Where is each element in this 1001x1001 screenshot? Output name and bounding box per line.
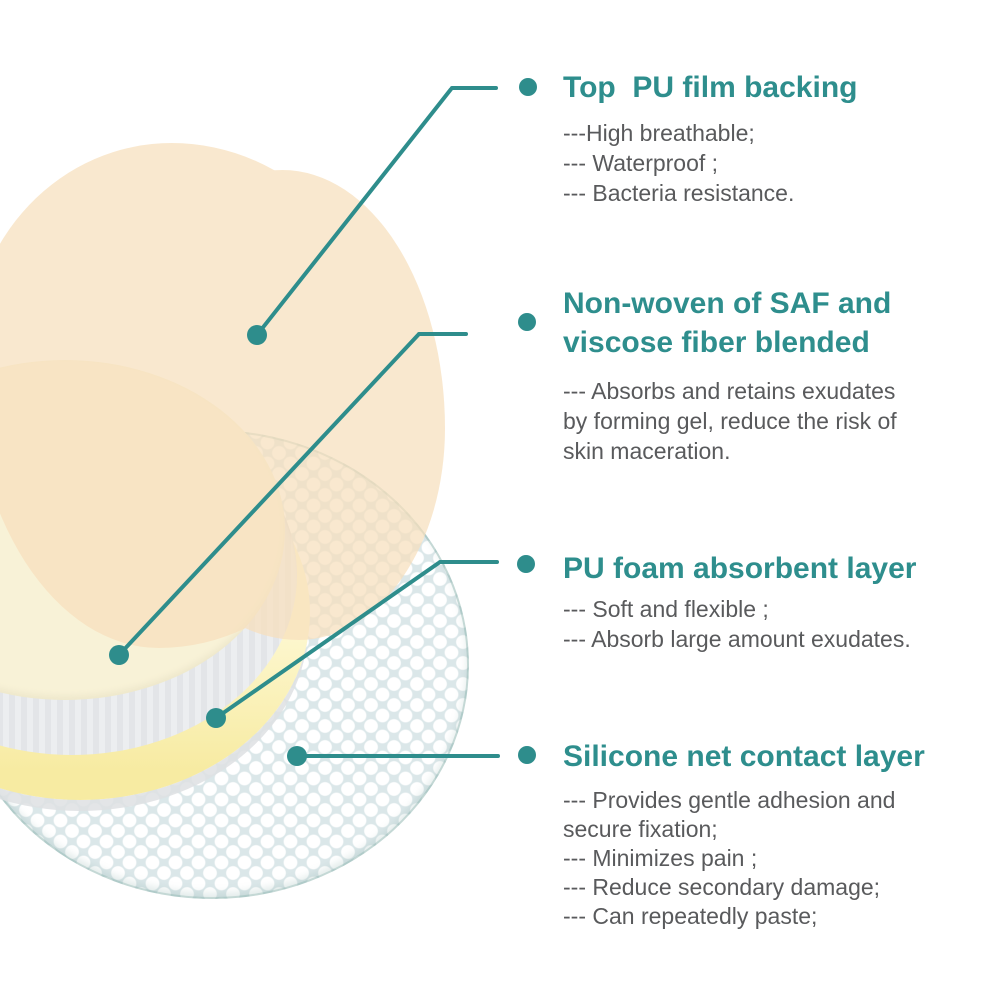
section-pu-film: Top PU film backing ---High breathable; …	[563, 68, 995, 208]
bullet-dot-net	[518, 746, 536, 764]
leader-line-foam-horizontal	[438, 560, 499, 564]
section-heading-pu-foam: PU foam absorbent layer	[563, 552, 917, 585]
anchor-dot-film	[247, 325, 267, 345]
bullet-dot-nonwoven	[518, 313, 536, 331]
bullet-dot-foam	[517, 555, 535, 573]
section-details-silicone-net: --- Provides gentle adhesion and secure …	[563, 787, 896, 929]
section-nonwoven: Non-woven of SAF and viscose fiber blend…	[563, 284, 995, 466]
section-details-nonwoven: --- Absorbs and retains exudates by form…	[563, 378, 897, 464]
section-heading-pu-film: Top PU film backing	[563, 71, 858, 104]
section-silicone-net: Silicone net contact layer --- Provides …	[563, 737, 995, 931]
section-details-pu-foam: --- Soft and flexible ; --- Absorb large…	[563, 596, 911, 652]
section-heading-nonwoven: Non-woven of SAF and viscose fiber blend…	[563, 287, 892, 359]
pu-film-lobe-right	[120, 170, 445, 640]
anchor-dot-foam	[206, 708, 226, 728]
leader-line-net-horizontal	[297, 754, 500, 758]
leader-line-film-horizontal	[450, 86, 498, 90]
pu-film-layer	[0, 143, 450, 653]
leader-line-nonwoven-horizontal	[417, 332, 468, 336]
section-details-pu-film: ---High breathable; --- Waterproof ; ---…	[563, 120, 795, 206]
bullet-dot-film	[519, 78, 537, 96]
anchor-dot-net	[287, 746, 307, 766]
section-pu-foam: PU foam absorbent layer --- Soft and fle…	[563, 549, 995, 654]
section-heading-silicone-net: Silicone net contact layer	[563, 740, 925, 773]
anchor-dot-nonwoven	[109, 645, 129, 665]
